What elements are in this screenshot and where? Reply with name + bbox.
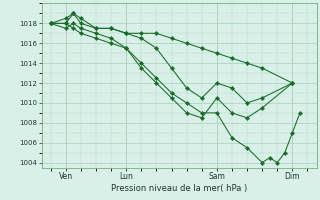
X-axis label: Pression niveau de la mer( hPa ): Pression niveau de la mer( hPa ) [111, 184, 247, 193]
